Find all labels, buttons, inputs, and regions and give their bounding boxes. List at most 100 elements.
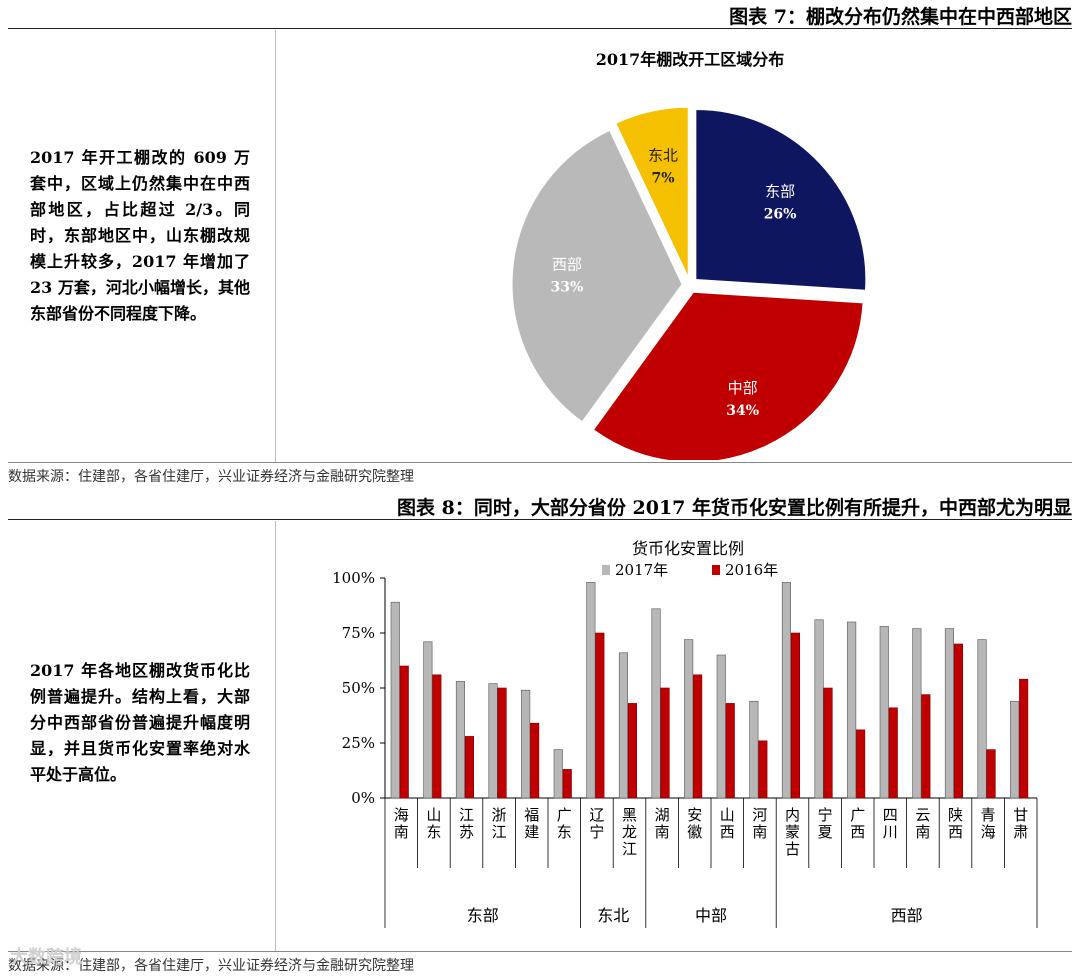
x-tick-label: 湖南 (655, 806, 670, 841)
bar-2017 (684, 639, 694, 799)
pie-slice-value: 7% (652, 170, 675, 186)
x-tick-label: 河南 (752, 806, 767, 841)
y-tick-label: 75% (342, 624, 375, 642)
bar-2016 (693, 674, 703, 799)
figure8-top-rule (8, 519, 1072, 520)
figure8-divider (275, 521, 276, 951)
bar-2017 (879, 626, 889, 799)
pie-slice-label: 东北 (648, 146, 678, 164)
bar-2017 (847, 621, 857, 799)
figure7-top-rule (8, 28, 1072, 29)
x-tick-label: 福建 (524, 806, 539, 841)
pie-chart-title: 2017年棚改开工区域分布 (596, 50, 785, 69)
bar-2016 (823, 687, 833, 799)
figure7-paragraph: 2017 年开工棚改的 609 万套中，区域上仍然集中在中西部地区，占比超过 2… (30, 148, 250, 323)
x-tick-label: 甘肃 (1013, 806, 1028, 841)
figure8-source: 数据来源：住建部，各省住建厅，兴业证券经济与金融研究院整理 (8, 958, 414, 974)
x-tick-label: 江苏 (459, 806, 474, 841)
bar-2017 (455, 681, 465, 799)
bar-2017 (390, 601, 400, 799)
bar-2016 (530, 722, 540, 799)
bar-2016 (464, 736, 474, 799)
bar-2016 (660, 687, 670, 799)
pie-slice-value: 34% (726, 403, 759, 419)
bar-2016 (562, 769, 572, 799)
bar-2017 (521, 689, 531, 799)
bar-2017 (781, 582, 792, 799)
figure7-source: 数据来源：住建部，各省住建厅，兴业证券经济与金融研究院整理 (8, 469, 414, 485)
bar-legend: 2017年 2016年 (602, 561, 778, 579)
bar-2016 (986, 749, 996, 799)
bar-2017 (912, 628, 922, 799)
pie-slice-1 (592, 291, 864, 460)
pie-slice-3 (615, 106, 689, 278)
x-tick-label: 宁夏 (818, 806, 833, 841)
bar-2017 (651, 608, 661, 799)
bar-2016 (888, 707, 898, 799)
bar-2016 (790, 632, 801, 799)
figure7-divider (275, 30, 276, 462)
bar-chart: 货币化安置比例 2017年 2016年 0% 25% 50% 75% 100% 海南山东江苏… (332, 539, 1038, 928)
x-tick-label: 青海 (981, 806, 996, 841)
x-tick-label: 广东 (557, 806, 572, 841)
bar-2016 (921, 694, 931, 799)
pie-slices: 东部 26% 中部 34% 西部 33% 东北 7% (511, 106, 867, 460)
bar-2017 (716, 654, 726, 799)
x-tick-label: 四川 (883, 806, 898, 841)
x-tick-label: 安徽 (687, 806, 702, 841)
bar-2016 (1019, 678, 1029, 799)
bar-2017 (1010, 700, 1020, 799)
legend-swatch (712, 565, 720, 575)
figure8-bottom-rule (8, 951, 1072, 952)
legend-swatch (602, 565, 610, 575)
group-label: 东部 (467, 906, 499, 925)
bar-marks (390, 582, 1029, 799)
pie-slice-2 (511, 129, 683, 423)
x-tick-label: 浙江 (492, 806, 507, 841)
bar-2017 (553, 749, 563, 799)
bar-2016 (758, 740, 768, 799)
group-label: 西部 (891, 906, 923, 925)
bar-2016 (725, 703, 735, 799)
bar-2016 (399, 665, 409, 799)
figure7-bottom-rule (8, 462, 1072, 463)
group-label: 东北 (597, 906, 629, 925)
y-tick-label: 100% (332, 569, 375, 587)
bar-2016 (953, 643, 964, 799)
bar-2016 (432, 674, 442, 799)
bar-chart-title: 货币化安置比例 (632, 539, 744, 558)
legend-label: 2017年 (615, 561, 668, 579)
bar-2017 (977, 639, 987, 799)
bar-2016 (627, 703, 638, 799)
pie-slice-label: 中部 (728, 379, 758, 397)
bar-2017 (749, 700, 759, 799)
x-tick-label: 海南 (394, 806, 409, 841)
bar-2017 (618, 652, 629, 799)
x-tick-label: 广西 (850, 806, 865, 841)
bar-2017 (488, 683, 498, 799)
figure8-paragraph: 2017 年各地区棚改货币化比例普遍提升。结构上看，大部分中西部省份普遍提升幅度… (30, 661, 250, 784)
bar-2016 (595, 632, 605, 799)
y-tick-label: 0% (351, 789, 375, 807)
bar-2017 (944, 628, 955, 799)
group-label: 中部 (695, 906, 727, 925)
bar-2017 (423, 641, 433, 799)
pie-slice-value: 33% (551, 279, 584, 295)
bar-2017 (814, 619, 824, 799)
bar-2017 (586, 582, 596, 799)
x-tick-label: 陕西 (948, 806, 963, 841)
figure8-title: 图表 8：同时，大部分省份 2017 年货币化安置比例有所提升，中西部尤为明显 (397, 497, 1072, 519)
bar-2016 (856, 729, 866, 799)
x-tick-label: 云南 (915, 806, 930, 841)
bar-2016 (497, 687, 507, 799)
x-tick-label: 辽宁 (589, 806, 604, 841)
y-tick-label: 50% (342, 679, 375, 697)
legend-label: 2016年 (725, 561, 778, 579)
x-tick-label: 内蒙古 (785, 806, 800, 858)
x-tick-label: 山西 (720, 806, 735, 841)
pie-slice-label: 西部 (552, 255, 582, 273)
x-tick-label: 黑龙江 (622, 806, 637, 858)
pie-chart: 2017年棚改开工区域分布 东部 26% 中部 34% 西部 33% 东北 7% (511, 50, 867, 460)
pie-slice-value: 26% (764, 206, 797, 222)
watermark-logo: 大数跨境 (10, 947, 82, 968)
